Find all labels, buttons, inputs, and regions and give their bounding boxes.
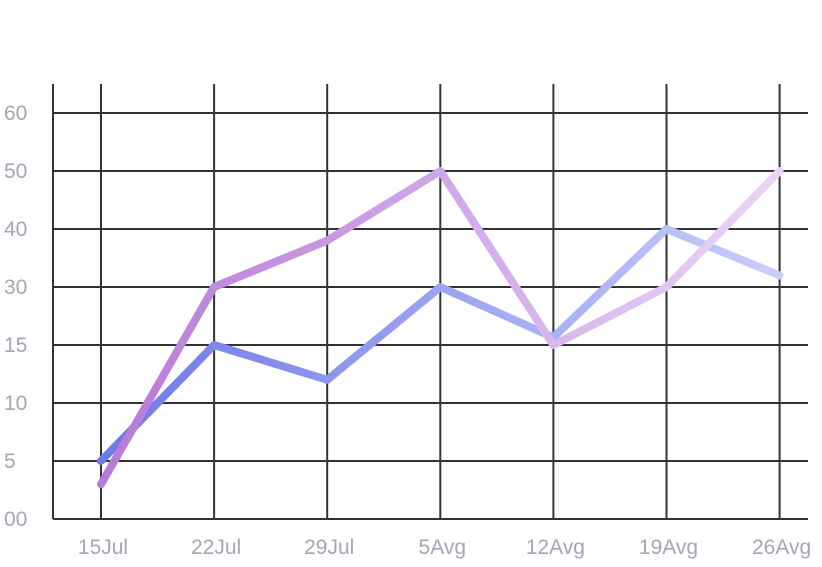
y-tick-label: 60 bbox=[4, 102, 27, 125]
y-tick-label: 00 bbox=[4, 508, 27, 531]
series-lines bbox=[97, 167, 784, 489]
x-tick-label: 12Avg bbox=[526, 536, 585, 559]
axis-labels: 00 5 10 15 30 40 50 60 15Jul 22Jul 29Jul 5Avg 12Avg 1… bbox=[4, 102, 811, 559]
x-tick-label: 19Avg bbox=[639, 536, 698, 559]
y-tick-label: 5 bbox=[4, 450, 16, 473]
grid bbox=[52, 84, 808, 520]
x-tick-label: 22Jul bbox=[191, 536, 241, 559]
y-tick-label: 30 bbox=[4, 276, 27, 299]
y-tick-label: 50 bbox=[4, 160, 27, 183]
y-tick-label: 10 bbox=[4, 392, 27, 415]
x-tick-label: 5Avg bbox=[419, 536, 467, 559]
x-tick-label: 29Jul bbox=[304, 536, 354, 559]
series-1-line bbox=[97, 225, 784, 465]
y-tick-label: 40 bbox=[4, 218, 27, 241]
y-tick-label: 15 bbox=[4, 334, 27, 357]
x-tick-label: 15Jul bbox=[78, 536, 128, 559]
series-2-line bbox=[97, 167, 784, 489]
x-tick-label: 26Avg bbox=[752, 536, 811, 559]
